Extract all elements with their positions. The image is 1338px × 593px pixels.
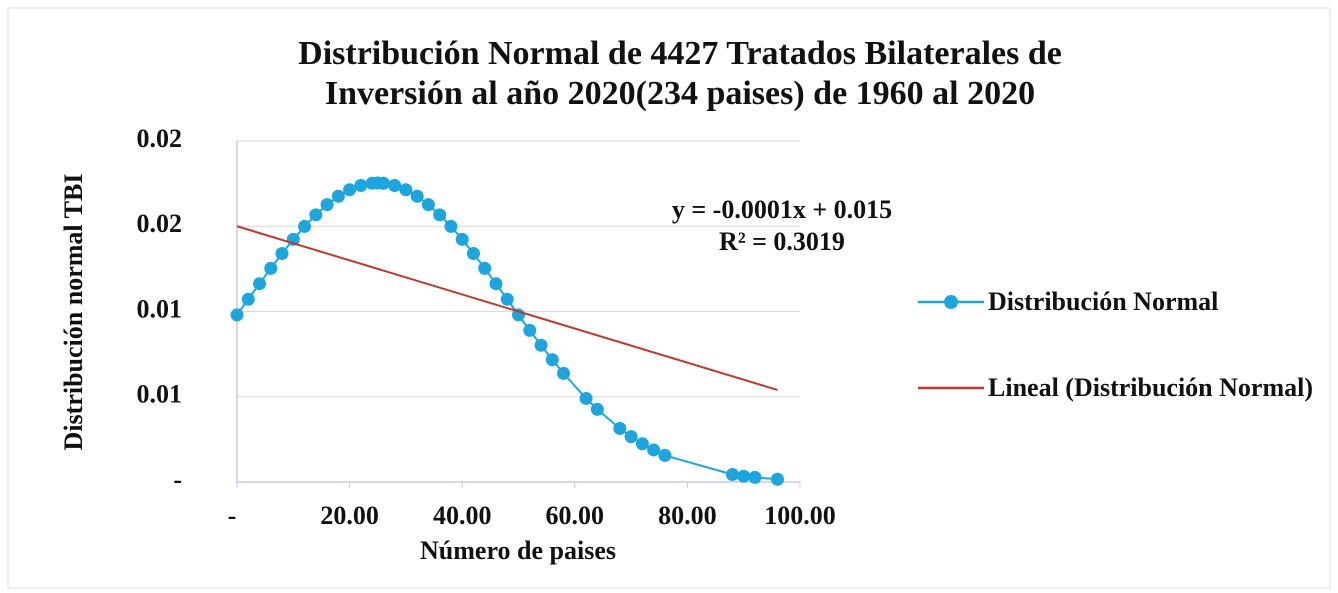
marker bbox=[635, 437, 649, 451]
x-tick-label: 60.00 bbox=[546, 501, 605, 530]
marker bbox=[737, 469, 751, 483]
marker bbox=[399, 183, 413, 197]
marker bbox=[725, 467, 739, 481]
marker bbox=[331, 189, 345, 203]
marker bbox=[557, 366, 571, 380]
marker bbox=[590, 402, 604, 416]
x-tick-label: 100.00 bbox=[764, 501, 836, 530]
marker bbox=[354, 179, 368, 193]
marker bbox=[388, 179, 402, 193]
marker bbox=[545, 353, 559, 367]
marker bbox=[410, 189, 424, 203]
chart-title: Inversión al año 2020(234 paises) de 196… bbox=[325, 75, 1035, 112]
annotation: y = -0.0001x + 0.015 bbox=[672, 195, 892, 224]
marker bbox=[253, 277, 267, 291]
x-tick-label: 20.00 bbox=[320, 501, 379, 530]
marker bbox=[534, 338, 548, 352]
y-axis-label: Distribución normal TBI bbox=[59, 174, 88, 451]
marker bbox=[298, 219, 312, 233]
y-tick-label: 0.01 bbox=[137, 380, 183, 409]
legend-label: Lineal (Distribución Normal) bbox=[988, 373, 1313, 402]
legend-label: Distribución Normal bbox=[988, 287, 1219, 316]
annotation: R² = 0.3019 bbox=[719, 227, 845, 256]
marker bbox=[489, 277, 503, 291]
marker bbox=[241, 292, 255, 306]
y-tick-label: - bbox=[173, 465, 182, 494]
marker bbox=[658, 448, 672, 462]
marker bbox=[647, 443, 661, 457]
y-tick-label: 0.02 bbox=[137, 124, 183, 153]
marker bbox=[579, 391, 593, 405]
marker bbox=[433, 208, 447, 222]
marker bbox=[466, 247, 480, 261]
marker bbox=[343, 183, 357, 197]
marker bbox=[500, 292, 514, 306]
marker bbox=[230, 308, 244, 322]
x-axis-label: Número de paises bbox=[420, 536, 616, 565]
marker bbox=[444, 219, 458, 233]
legend-swatch bbox=[944, 295, 958, 309]
marker bbox=[309, 208, 323, 222]
x-tick-label: 40.00 bbox=[433, 501, 492, 530]
marker bbox=[624, 430, 638, 444]
marker bbox=[376, 176, 390, 190]
marker bbox=[421, 198, 435, 212]
marker bbox=[455, 232, 469, 246]
marker bbox=[478, 261, 492, 275]
x-tick-label: 80.00 bbox=[658, 501, 717, 530]
marker bbox=[770, 472, 784, 486]
trend-line bbox=[236, 225, 778, 391]
marker bbox=[523, 323, 537, 337]
chart-title: Distribución Normal de 4427 Tratados Bil… bbox=[298, 35, 1062, 72]
marker bbox=[748, 470, 762, 484]
marker bbox=[320, 198, 334, 212]
marker bbox=[264, 261, 278, 275]
marker bbox=[613, 421, 627, 435]
frame bbox=[7, 7, 1331, 589]
x-tick-label: - bbox=[228, 501, 237, 530]
y-tick-label: 0.01 bbox=[137, 294, 183, 323]
y-tick-label: 0.02 bbox=[137, 209, 183, 238]
marker bbox=[275, 247, 289, 261]
